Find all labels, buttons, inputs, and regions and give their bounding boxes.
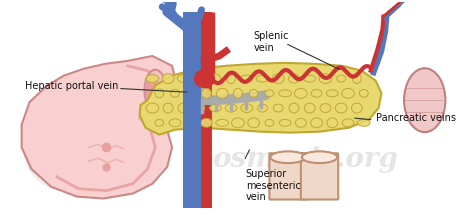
Ellipse shape xyxy=(241,104,253,112)
Ellipse shape xyxy=(195,103,204,113)
Ellipse shape xyxy=(342,88,355,98)
Ellipse shape xyxy=(146,103,159,113)
Ellipse shape xyxy=(155,89,164,98)
Text: Superior
mesenteric
vein: Superior mesenteric vein xyxy=(246,169,301,202)
Ellipse shape xyxy=(302,151,337,163)
FancyBboxPatch shape xyxy=(269,153,307,200)
Ellipse shape xyxy=(335,103,347,113)
Ellipse shape xyxy=(146,75,157,102)
Ellipse shape xyxy=(231,118,244,128)
Text: Hepatic portal vein: Hepatic portal vein xyxy=(25,82,118,91)
Ellipse shape xyxy=(163,103,173,113)
Ellipse shape xyxy=(357,119,370,126)
Ellipse shape xyxy=(210,74,221,83)
Ellipse shape xyxy=(327,118,337,128)
FancyBboxPatch shape xyxy=(301,153,338,200)
Ellipse shape xyxy=(342,119,354,127)
Ellipse shape xyxy=(265,119,274,126)
Ellipse shape xyxy=(249,89,258,97)
Ellipse shape xyxy=(234,88,242,98)
Ellipse shape xyxy=(327,90,338,97)
Ellipse shape xyxy=(273,74,284,84)
Ellipse shape xyxy=(320,104,331,112)
Ellipse shape xyxy=(359,89,368,97)
Ellipse shape xyxy=(145,70,166,111)
Ellipse shape xyxy=(337,75,346,82)
Ellipse shape xyxy=(227,74,236,84)
Ellipse shape xyxy=(216,119,228,126)
Text: Pancreatic veins: Pancreatic veins xyxy=(375,113,456,123)
Ellipse shape xyxy=(146,75,159,82)
Ellipse shape xyxy=(210,105,221,112)
Ellipse shape xyxy=(265,90,274,97)
Ellipse shape xyxy=(279,119,291,126)
Ellipse shape xyxy=(248,118,260,128)
Ellipse shape xyxy=(240,75,253,82)
Ellipse shape xyxy=(310,118,322,128)
Ellipse shape xyxy=(257,104,267,112)
Ellipse shape xyxy=(186,119,196,126)
Ellipse shape xyxy=(155,119,164,126)
Ellipse shape xyxy=(201,88,211,98)
Ellipse shape xyxy=(177,75,190,82)
Ellipse shape xyxy=(195,75,204,82)
Ellipse shape xyxy=(256,75,269,82)
Polygon shape xyxy=(22,56,177,198)
Ellipse shape xyxy=(319,74,332,84)
Ellipse shape xyxy=(195,70,214,87)
Text: Splenic
vein: Splenic vein xyxy=(254,31,289,53)
Ellipse shape xyxy=(178,103,190,113)
Ellipse shape xyxy=(225,104,237,112)
Ellipse shape xyxy=(279,90,292,97)
Ellipse shape xyxy=(169,119,181,127)
Ellipse shape xyxy=(294,88,307,98)
Ellipse shape xyxy=(171,89,180,97)
Ellipse shape xyxy=(216,88,228,98)
Ellipse shape xyxy=(353,74,361,84)
Ellipse shape xyxy=(289,103,299,113)
Ellipse shape xyxy=(352,103,362,113)
Ellipse shape xyxy=(304,75,316,82)
Ellipse shape xyxy=(201,118,212,127)
Ellipse shape xyxy=(311,89,322,97)
Polygon shape xyxy=(140,63,382,135)
Ellipse shape xyxy=(270,151,306,163)
Ellipse shape xyxy=(289,74,300,83)
Text: osmosis.org: osmosis.org xyxy=(212,146,398,173)
Ellipse shape xyxy=(304,103,315,113)
Ellipse shape xyxy=(162,74,174,84)
Ellipse shape xyxy=(295,118,306,127)
Ellipse shape xyxy=(273,104,283,112)
Ellipse shape xyxy=(404,68,446,132)
Ellipse shape xyxy=(184,89,197,98)
